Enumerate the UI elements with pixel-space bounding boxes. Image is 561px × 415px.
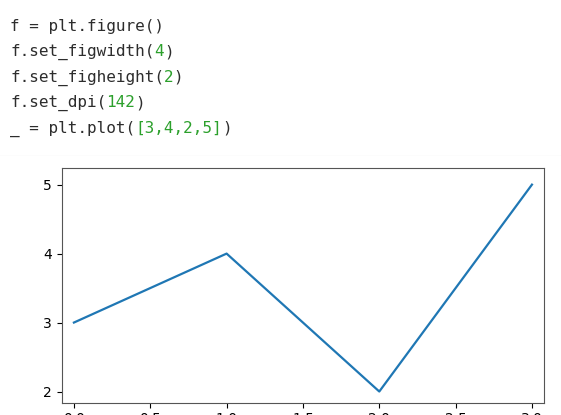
Text: f.set_figheight(: f.set_figheight(: [10, 70, 164, 86]
Text: f.set_dpi(: f.set_dpi(: [10, 95, 107, 112]
Text: f.set_figwidth(: f.set_figwidth(: [10, 44, 154, 61]
Text: _ = plt.plot(: _ = plt.plot(: [10, 121, 135, 137]
Text: f = plt.figure(): f = plt.figure(): [10, 19, 164, 34]
Text: ): ): [222, 121, 232, 136]
Text: 142: 142: [107, 95, 135, 110]
Text: ): ): [174, 70, 183, 85]
Text: 2: 2: [164, 70, 174, 85]
Text: [3,4,2,5]: [3,4,2,5]: [135, 121, 222, 136]
Text: ): ): [164, 44, 174, 59]
Text: 4: 4: [154, 44, 164, 59]
Text: ): ): [135, 95, 145, 110]
